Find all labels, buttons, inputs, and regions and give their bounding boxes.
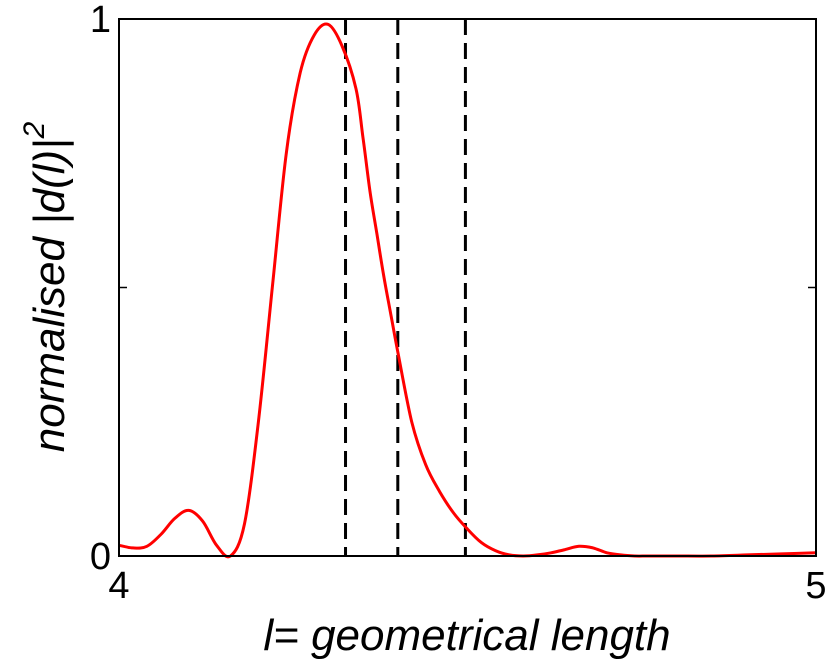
y-axis-title-superscript: 2 — [18, 121, 51, 139]
x-tick-label: 5 — [805, 565, 826, 607]
y-tick-label: 1 — [90, 0, 111, 41]
x-axis-title: l= geometrical length — [263, 611, 670, 660]
y-tick-label: 0 — [90, 536, 111, 578]
axis-ticks: 4 5 0 1 — [90, 0, 827, 607]
y-axis-title-text: normalised |d(l)| — [25, 138, 74, 452]
y-axis-title: normalised |d(l)|2 — [18, 121, 74, 452]
x-tick-label: 4 — [108, 565, 129, 607]
vertical-lines — [344, 19, 467, 556]
plot-area — [119, 19, 816, 556]
